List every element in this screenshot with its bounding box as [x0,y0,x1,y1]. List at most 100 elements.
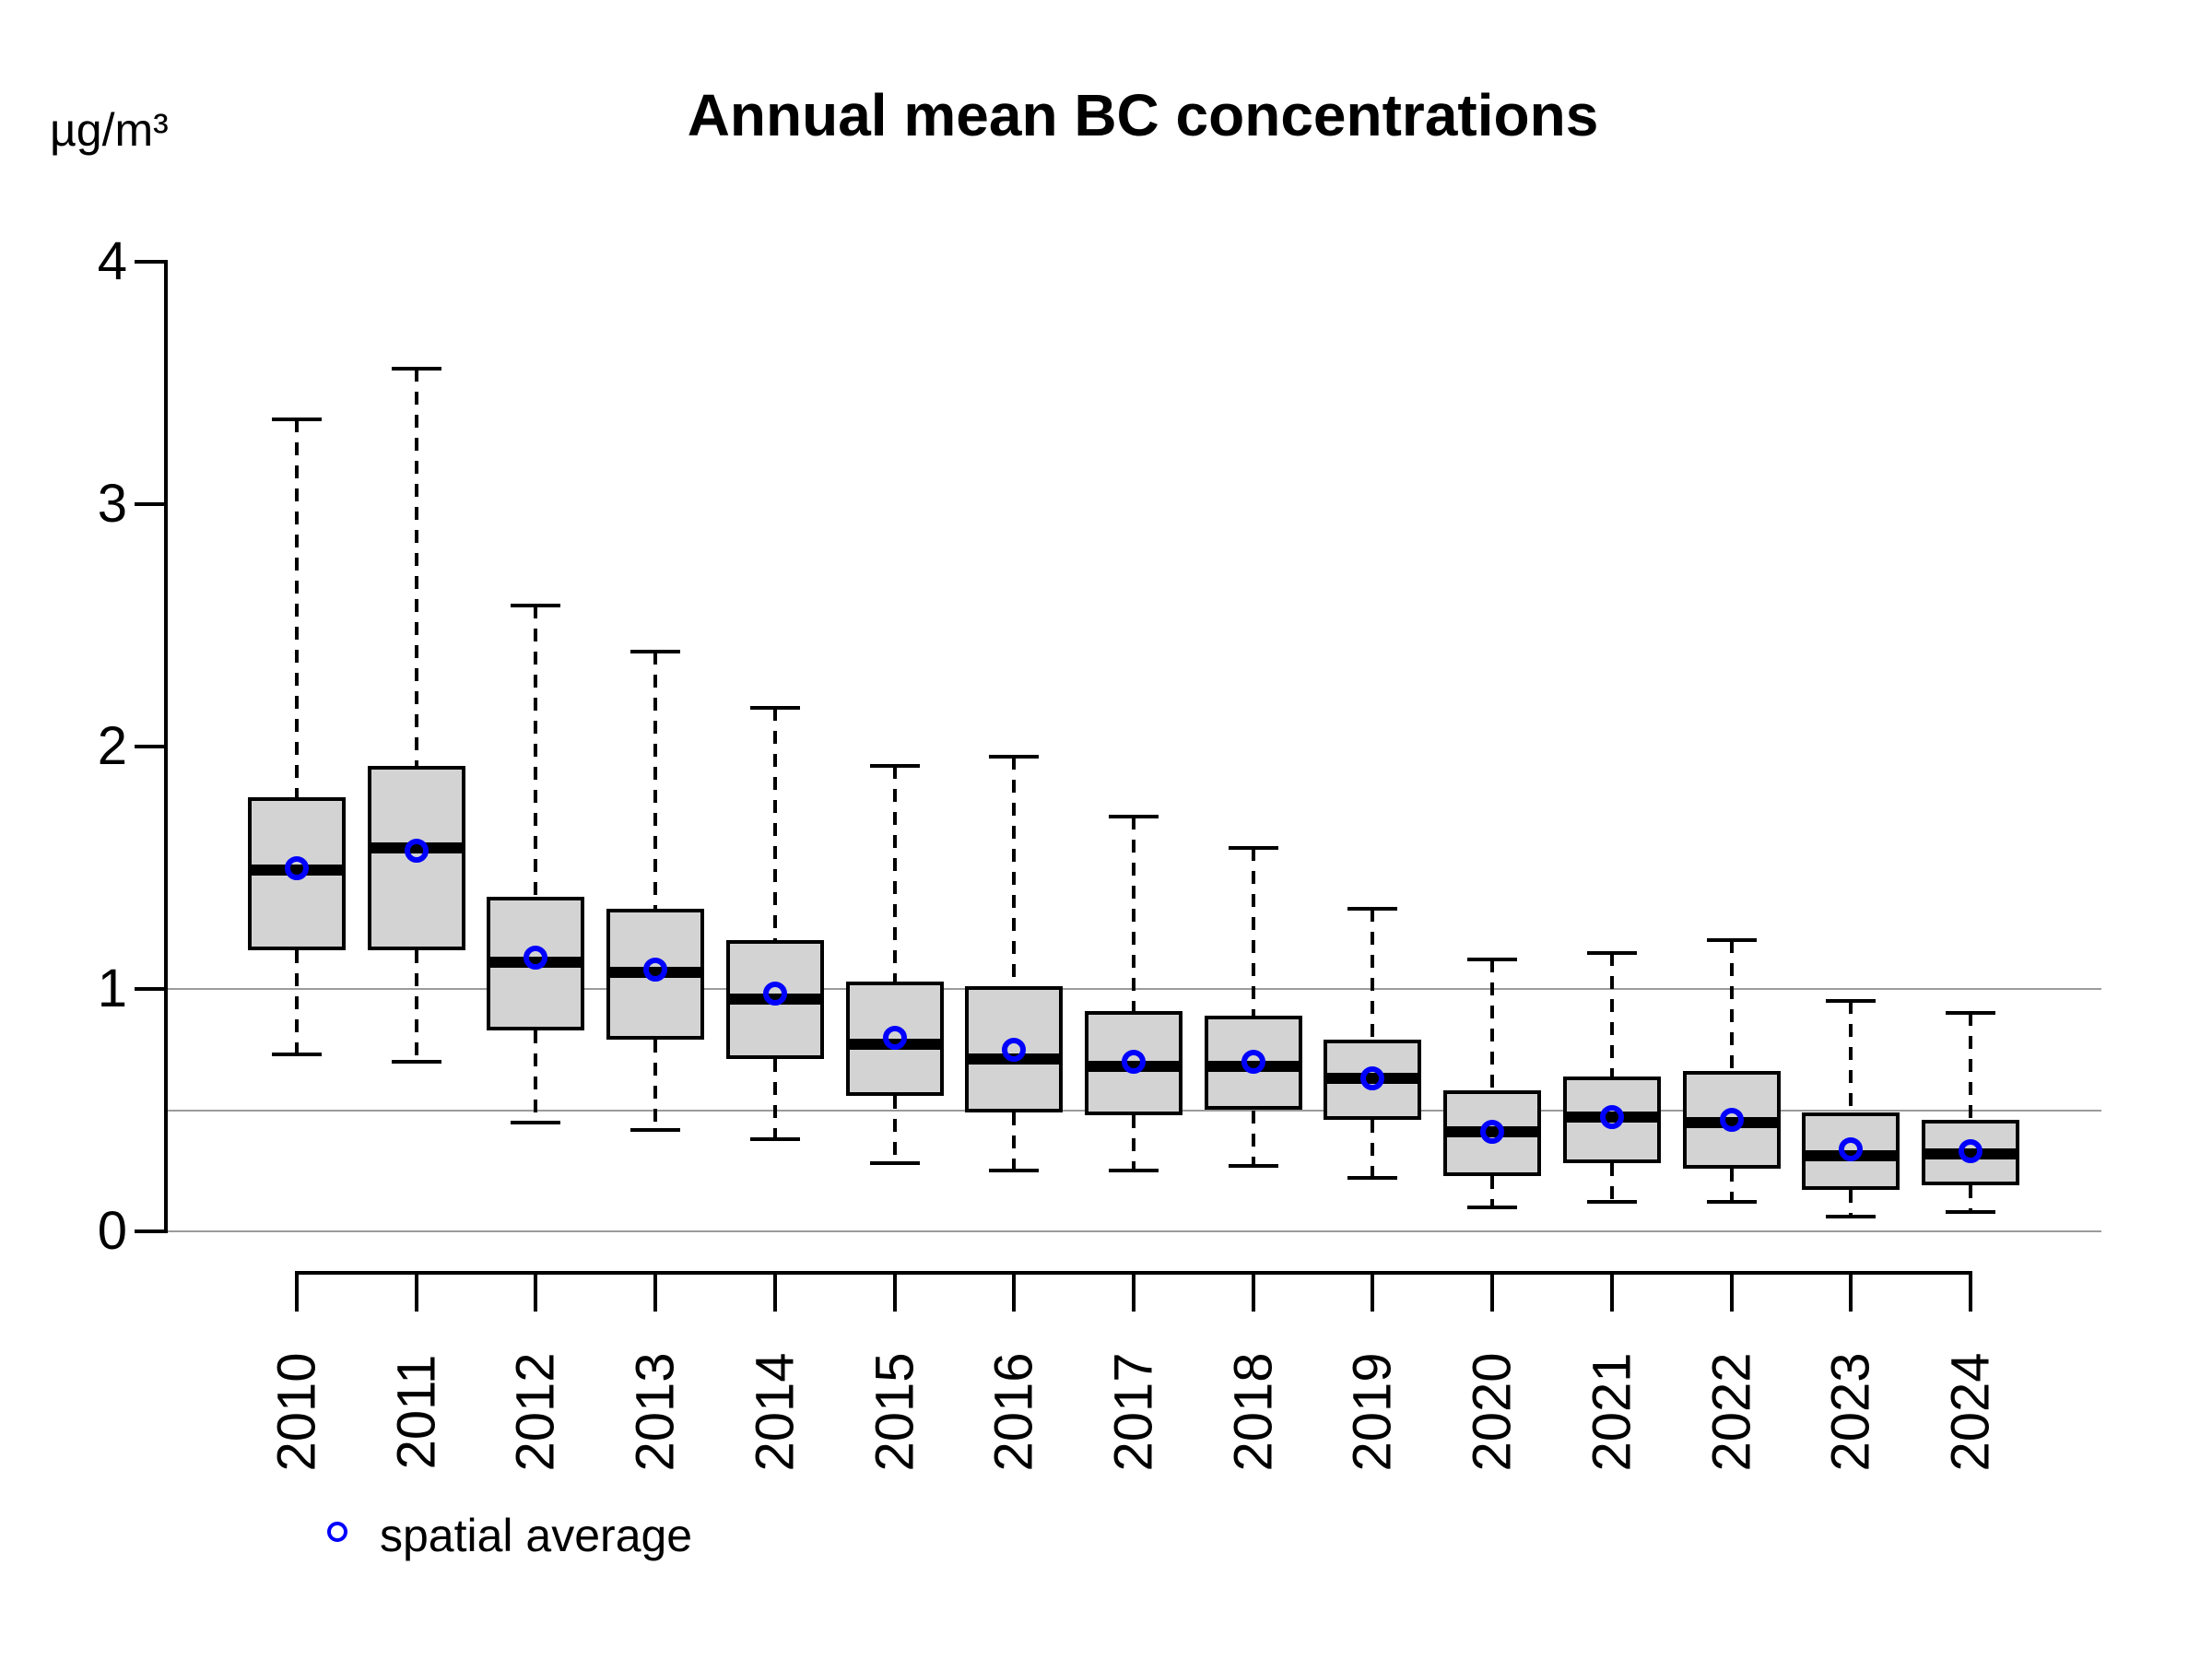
x-tick-label-2016: 2016 [983,1352,1044,1472]
x-tick [414,1275,418,1312]
upper-cap-2014 [749,705,800,710]
upper-cap-2021 [1586,950,1637,955]
upper-whisker-2016 [1012,756,1017,987]
lower-cap-2014 [749,1137,800,1142]
lower-whisker-2019 [1371,1120,1375,1179]
x-tick-label-2020: 2020 [1462,1352,1523,1472]
upper-whisker-2014 [772,707,777,941]
lower-whisker-2018 [1251,1110,1255,1166]
x-tick [892,1275,897,1312]
upper-cap-2019 [1347,907,1398,912]
upper-cap-2016 [989,754,1040,759]
lower-whisker-2015 [892,1095,897,1164]
y-tick [135,745,166,748]
lower-whisker-2014 [772,1059,777,1140]
x-tick-label-2017: 2017 [1103,1352,1164,1472]
lower-whisker-2020 [1490,1175,1495,1207]
mean-marker-2024 [1959,1139,1983,1164]
x-tick [1729,1275,1734,1312]
y-tick [135,987,166,991]
upper-cap-2020 [1467,958,1518,962]
y-axis-unit-label: µg/m³ [50,104,169,156]
upper-whisker-2023 [1849,1001,1853,1113]
y-tick [135,1230,166,1233]
y-tick [135,260,166,264]
x-tick [534,1275,538,1312]
x-tick [653,1275,658,1312]
mean-marker-2013 [643,957,668,982]
lower-whisker-2010 [295,949,299,1054]
y-axis-line [164,260,168,1233]
lower-cap-2010 [272,1053,322,1056]
upper-whisker-2010 [295,418,299,798]
upper-cap-2024 [1946,1011,1995,1016]
legend: spatial average [327,1506,1157,1571]
lower-whisker-2023 [1849,1190,1853,1218]
upper-cap-2010 [272,417,322,421]
lower-whisker-2017 [1132,1114,1135,1171]
mean-marker-2020 [1480,1120,1505,1145]
upper-whisker-2015 [892,766,897,982]
upper-whisker-2021 [1609,952,1614,1077]
lower-whisker-2021 [1609,1163,1614,1203]
lower-cap-2012 [511,1120,561,1124]
lower-cap-2013 [630,1127,681,1132]
y-tick [135,502,166,506]
x-tick-label-2024: 2024 [1940,1352,2001,1472]
x-tick [1609,1275,1614,1312]
y-tick-label: 2 [97,716,127,776]
lower-cap-2023 [1826,1215,1877,1219]
upper-whisker-2011 [414,368,418,767]
y-tick-label: 0 [97,1201,127,1261]
mean-marker-2019 [1360,1066,1385,1091]
x-tick [1012,1275,1017,1312]
lower-whisker-2013 [653,1040,658,1130]
mean-marker-2021 [1599,1105,1624,1130]
lower-cap-2019 [1347,1176,1398,1181]
x-tick [1490,1275,1495,1312]
gridline [166,1230,2101,1232]
mean-marker-2018 [1241,1049,1265,1074]
x-tick [1969,1275,1972,1312]
mean-marker-2017 [1122,1049,1146,1074]
y-tick-label: 3 [97,474,127,534]
upper-cap-2023 [1826,999,1877,1004]
lower-cap-2022 [1706,1200,1757,1205]
mean-marker-2012 [524,945,548,970]
x-axis-line [295,1271,1972,1275]
lower-whisker-2016 [1012,1112,1017,1171]
x-tick-label-2019: 2019 [1342,1352,1403,1472]
lower-cap-2017 [1109,1169,1159,1173]
lower-cap-2011 [391,1059,441,1064]
x-tick [1132,1275,1135,1312]
upper-cap-2015 [869,764,920,769]
upper-cap-2018 [1228,846,1278,851]
upper-whisker-2018 [1251,848,1255,1016]
lower-cap-2015 [869,1161,920,1166]
legend-open-circle-icon [327,1522,347,1542]
upper-cap-2022 [1706,938,1757,943]
y-tick-label: 1 [97,959,127,1018]
chart-title: Annual mean BC concentrations [687,82,1599,148]
x-tick-label-2013: 2013 [625,1352,686,1472]
x-tick-label-2014: 2014 [745,1352,806,1472]
x-tick-label-2021: 2021 [1582,1352,1642,1472]
x-tick-label-2011: 2011 [386,1354,447,1470]
y-tick-label: 4 [97,231,127,291]
mean-marker-2011 [404,839,429,864]
x-tick [295,1275,299,1312]
mean-marker-2014 [762,982,787,1006]
x-tick-label-2023: 2023 [1820,1352,1881,1472]
lower-cap-2024 [1946,1209,1995,1214]
lower-cap-2021 [1586,1200,1637,1205]
x-tick-label-2015: 2015 [865,1352,925,1472]
mean-marker-2016 [1002,1037,1027,1062]
x-tick [1849,1275,1853,1312]
upper-cap-2011 [391,366,441,371]
upper-cap-2012 [511,604,561,608]
upper-cap-2013 [630,650,681,654]
x-tick-label-2022: 2022 [1701,1352,1762,1472]
mean-marker-2022 [1719,1108,1744,1133]
